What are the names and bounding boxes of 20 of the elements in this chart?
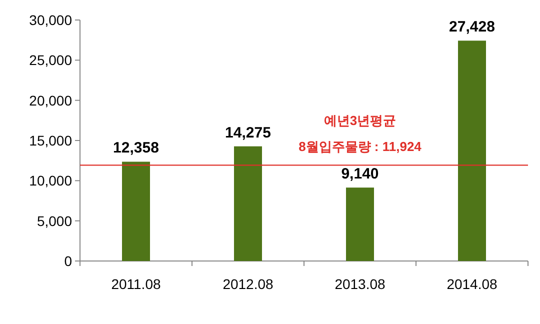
y-tick-label: 15,000 <box>29 132 72 148</box>
x-tick-label: 2011.08 <box>111 276 161 292</box>
bar <box>122 162 150 261</box>
y-tick-label: 20,000 <box>29 92 72 108</box>
y-tick-label: 25,000 <box>29 52 72 68</box>
y-tick-label: 10,000 <box>29 172 72 189</box>
x-tick-label: 2013.08 <box>334 276 386 292</box>
data-label: 12,358 <box>113 140 159 157</box>
y-tick-label: 0 <box>64 253 72 269</box>
x-tick-label: 2014.08 <box>446 276 498 292</box>
data-label: 27,428 <box>449 18 495 36</box>
y-tick-label: 30,000 <box>29 12 72 28</box>
ref-line-label: 예년3년평균 8월입주물량 : 11,924 <box>298 113 422 154</box>
data-label: 9,140 <box>341 166 379 183</box>
bar <box>458 40 486 261</box>
bar <box>346 188 374 261</box>
y-tick-label: 5,000 <box>36 212 72 229</box>
bar <box>234 146 262 261</box>
x-tick-label: 2012.08 <box>222 276 274 292</box>
data-label: 14,275 <box>225 124 271 142</box>
